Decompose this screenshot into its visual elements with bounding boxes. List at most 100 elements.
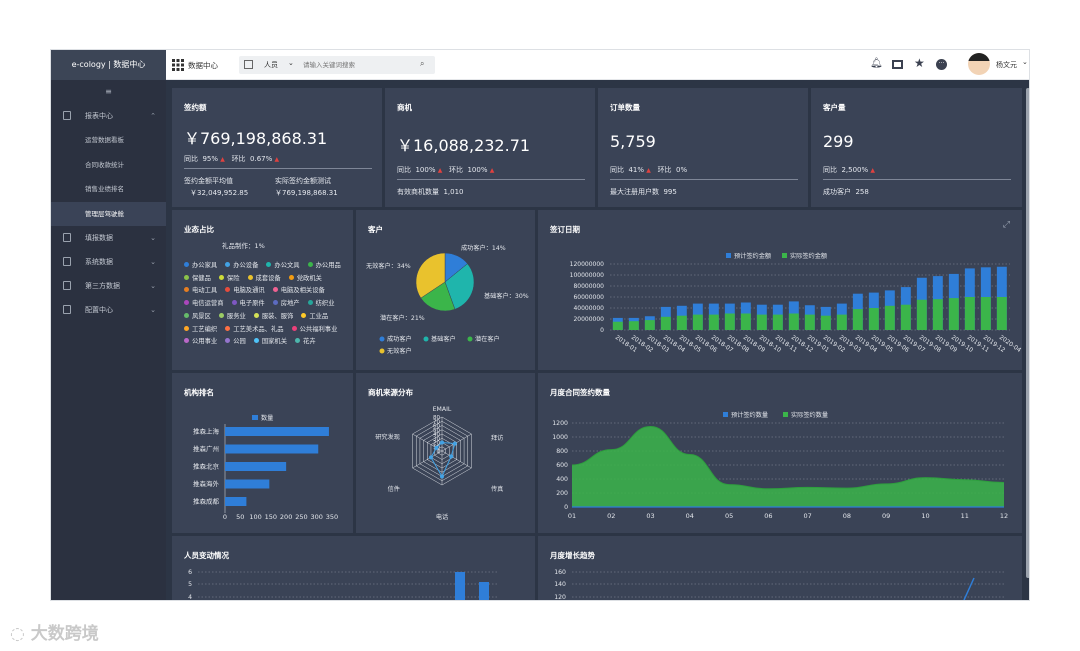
bar [225, 427, 329, 436]
apps-grid-icon[interactable] [172, 59, 184, 71]
bar-actual [660, 316, 671, 330]
legend-item: 办公家具 [184, 262, 217, 269]
y-tick-label: 0 [600, 327, 604, 334]
layout-icon [244, 60, 253, 69]
radar-point [449, 454, 454, 459]
y-tick-label: 推森北京 [193, 462, 220, 471]
bar-actual [964, 297, 975, 330]
legend-item: 办公用品 [307, 262, 341, 269]
legend-marker [467, 336, 473, 342]
chart-title: 商机来源分布 [368, 388, 413, 397]
chart-title: 客户 [368, 225, 383, 234]
bar-actual [868, 308, 879, 330]
legend-item: 电信运营商 [184, 300, 223, 307]
x-tick-label: 350 [326, 513, 338, 521]
x-tick-label: 12 [1000, 512, 1008, 520]
kpi-value: ￥769,198,868.31 [184, 129, 328, 148]
sidebar-section-system[interactable]: 系统数据 ⌄ [51, 250, 166, 274]
y-tick-label: 20000000 [573, 316, 604, 323]
x-tick-label: 06 [764, 512, 772, 520]
legend-item: 电脑及通讯 [225, 287, 265, 294]
bar-actual [996, 297, 1007, 330]
user-name[interactable]: 杨文元 [996, 61, 1017, 69]
sidebar-item-cockpit[interactable]: 管理层驾驶舱 [51, 201, 166, 226]
search-icon[interactable]: ⌕ [420, 59, 425, 68]
star-icon[interactable]: ★ [914, 56, 925, 70]
bell-icon[interactable]: 🔔︎ [870, 58, 883, 69]
search-input[interactable] [303, 58, 413, 72]
kpi-card-signed: 签约额 ￥769,198,868.31 同比 95% ▲ 环比 0.67% ▲ … [172, 88, 382, 207]
y-tick-label: 推森上海 [193, 427, 220, 436]
radar-tick-label: 80 [433, 415, 440, 421]
legend-marker [782, 253, 787, 258]
bar [225, 479, 270, 489]
kpi-title: 商机 [397, 103, 412, 112]
pie-slice [415, 252, 446, 299]
legend-item: 成套设备 [247, 274, 281, 282]
legend-item: 风景区 [184, 312, 211, 320]
legend-marker [783, 412, 788, 417]
kpi-value: ￥16,088,232.71 [397, 136, 531, 155]
table-icon[interactable] [892, 60, 903, 69]
radar-axis [441, 450, 472, 469]
radar-axis [412, 450, 443, 469]
x-tick-label: 09 [882, 512, 890, 520]
bar-actual [628, 321, 639, 330]
expand-icon[interactable]: ⤢ [1002, 220, 1010, 230]
chart-card-org-rank: 机构排名 数量 0 50 100 150 200 250 300 350 推森上海 推森广州 推森北京… [172, 373, 353, 533]
y-tick-label: 100000000 [570, 272, 605, 279]
chart-legend: 办公家具 办公设备 办公文具 办公用品 保健品 保险 成套设备 党政机关 电动工… [184, 260, 349, 349]
bar-actual [740, 313, 751, 330]
kpi-value: 299 [823, 132, 854, 151]
radar-axis-label: 电话 [436, 513, 448, 521]
chevron-up-icon: ⌃ [150, 112, 156, 120]
y-tick-label: 推森广州 [193, 444, 219, 453]
bar-actual [900, 304, 911, 330]
x-tick-label: 11 [961, 512, 969, 520]
sidebar-section-fill[interactable]: 填报数据 ⌄ [51, 226, 166, 250]
legend-label: 预计签约金额 [734, 252, 772, 260]
sidebar: e-cology | 数据中心 ≡ 报表中心 ⌃ 运营数据看板 合同收款统计 销售… [51, 50, 166, 600]
sidebar-item-sales[interactable]: 销售业绩排名 [85, 185, 124, 193]
avatar[interactable] [968, 53, 990, 75]
sidebar-item-contract[interactable]: 合同收款统计 [85, 160, 124, 169]
arrow-up-icon: ▲ [646, 167, 651, 174]
y-tick-label: 120000000 [570, 261, 605, 268]
sidebar-item-ops[interactable]: 运营数据看板 [85, 136, 124, 144]
y-tick-label: 140 [554, 581, 566, 588]
bar [225, 497, 247, 506]
scrollbar[interactable] [1026, 88, 1029, 578]
bar-actual [916, 299, 927, 330]
legend-item: 电子原件 [231, 300, 265, 307]
x-tick-label: 04 [686, 512, 694, 520]
chart-subtitle: 礼品制作：1% [222, 242, 265, 250]
sidebar-section-thirdparty[interactable]: 第三方数据 ⌄ [51, 274, 166, 298]
legend-label: 无效客户 [387, 347, 412, 355]
chevron-down-icon: ⌄ [288, 59, 294, 67]
legend-item: 花卉 [295, 338, 316, 345]
sidebar-section-report[interactable]: 报表中心 ⌃ [51, 104, 166, 128]
legend-item: 公共福利事业 [291, 325, 337, 333]
y-tick-label: 1200 [552, 420, 568, 427]
more-icon[interactable]: ··· [936, 59, 947, 70]
sidebar-section-config[interactable]: 配置中心 ⌄ [51, 298, 166, 322]
area-actual [572, 426, 1004, 507]
bar-actual [788, 313, 799, 330]
radar-tick-label: 0 [437, 449, 441, 455]
legend-marker [379, 348, 385, 354]
y-tick-label: 120 [554, 594, 566, 600]
pie-label: 潜在客户：21% [380, 314, 425, 322]
bar-actual [692, 314, 703, 330]
x-tick-label: 03 [646, 512, 654, 520]
collapse-menu-icon[interactable]: ≡ [105, 87, 112, 96]
pie-label: 无效客户：34% [366, 262, 411, 270]
legend-item: 服务业 [218, 312, 246, 320]
plugin-icon [63, 281, 71, 290]
legend-marker [252, 415, 258, 420]
watermark-logo-icon: ◌ [10, 624, 31, 644]
search-type-select[interactable]: 人员 [264, 61, 278, 69]
chart-title: 签订日期 [550, 225, 580, 234]
legend-item: 纺织业 [307, 300, 335, 307]
legend-item: 保险 [218, 274, 240, 282]
form-icon [63, 233, 71, 242]
